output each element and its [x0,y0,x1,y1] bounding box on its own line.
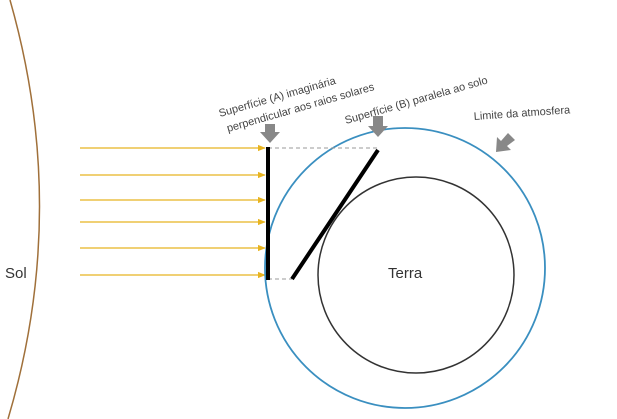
arrow-a [260,124,280,143]
arrow-b [368,116,388,137]
earth-circle [317,176,515,374]
sun-edge [7,0,41,419]
arrow-atmosphere [496,133,515,152]
earth-label: Terra [388,265,423,282]
sun-label: Sol [5,265,27,282]
surface-b [290,148,380,281]
atmosphere-label: Limite da atmosfera [473,104,571,123]
sun-rays [80,144,266,279]
atmosphere-circle [264,127,546,409]
